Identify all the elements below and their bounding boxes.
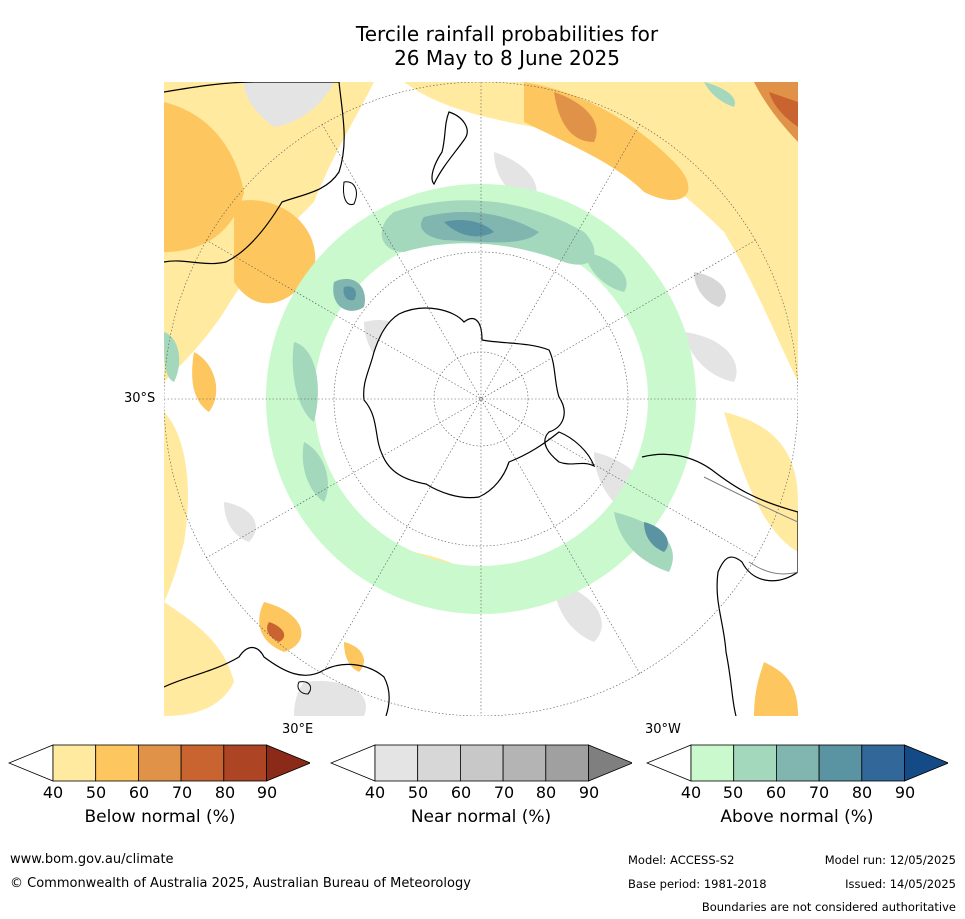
lon-label-30w: 30°W <box>645 722 681 737</box>
above-tick-60: 60 <box>765 783 787 802</box>
above-extend-min <box>646 744 692 782</box>
africa-coastline <box>164 82 345 265</box>
model-run: Model run: 12/05/2025 <box>824 853 956 867</box>
lon-label-30e: 30°E <box>282 722 314 737</box>
south-america-coastline <box>641 453 798 716</box>
above-extend-max <box>904 744 948 782</box>
below-tick-80: 80 <box>214 783 236 802</box>
base-period: Base period: 1981-2018 <box>628 877 767 891</box>
below-tick-60: 60 <box>128 783 150 802</box>
near-swatch-1 <box>417 744 461 782</box>
near-swatch-3 <box>502 744 547 782</box>
near-extend-min <box>330 744 376 782</box>
above-normal-title: Above normal (%) <box>720 807 874 827</box>
graticule <box>164 82 798 716</box>
above-swatch-4 <box>861 744 905 782</box>
below-tick-50: 50 <box>85 783 107 802</box>
below-normal-title: Below normal (%) <box>84 807 236 827</box>
below-tick-40: 40 <box>42 783 64 802</box>
issued-date: Issued: 14/05/2025 <box>845 877 956 891</box>
below-swatch-3 <box>180 744 225 782</box>
near-tick-80: 80 <box>535 783 557 802</box>
near-swatch-2 <box>459 744 504 782</box>
below-swatch-2 <box>137 744 182 782</box>
above-swatch-0 <box>690 744 735 782</box>
below-normal-colorbar <box>8 744 310 782</box>
near-tick-90: 90 <box>578 783 600 802</box>
map-title: Tercile rainfall probabilities for 26 Ma… <box>240 22 774 70</box>
above-tick-40: 40 <box>680 783 702 802</box>
madagascar-outline <box>343 181 357 206</box>
above-tick-70: 70 <box>808 783 830 802</box>
south-america-borders <box>703 476 798 575</box>
website-link[interactable]: www.bom.gov.au/climate <box>10 852 174 867</box>
copyright-text: © Commonwealth of Australia 2025, Austra… <box>10 876 471 891</box>
above-tick-90: 90 <box>894 783 916 802</box>
below-extend-min <box>8 744 54 782</box>
above-swatch-2 <box>775 744 820 782</box>
near-extend-max <box>588 744 632 782</box>
above-swatch-1 <box>733 744 777 782</box>
near-tick-50: 50 <box>407 783 429 802</box>
below-extend-max <box>266 744 310 782</box>
title-line-1: Tercile rainfall probabilities for <box>355 22 659 46</box>
model-name: Model: ACCESS-S2 <box>628 853 735 867</box>
lat-label-30s: 30°S <box>124 391 156 406</box>
above-swatch-3 <box>818 744 863 782</box>
near-swatch-0 <box>374 744 419 782</box>
above-tick-80: 80 <box>851 783 873 802</box>
above-normal-regions <box>164 82 735 614</box>
above-tick-50: 50 <box>722 783 744 802</box>
near-tick-40: 40 <box>364 783 386 802</box>
new-zealand-outline <box>431 111 468 186</box>
below-swatch-4 <box>223 744 267 782</box>
near-tick-60: 60 <box>450 783 472 802</box>
tasmania-outline <box>297 681 312 695</box>
polar-rainfall-map <box>164 82 798 716</box>
near-normal-colorbar <box>330 744 632 782</box>
near-tick-70: 70 <box>493 783 515 802</box>
below-swatch-1 <box>95 744 139 782</box>
boundaries-note: Boundaries are not considered authoritat… <box>701 900 956 914</box>
below-tick-90: 90 <box>256 783 278 802</box>
below-swatch-0 <box>52 744 97 782</box>
near-normal-title: Near normal (%) <box>410 807 552 827</box>
australia-coastline <box>164 647 390 716</box>
title-line-2: 26 May to 8 June 2025 <box>394 46 620 70</box>
below-tick-70: 70 <box>171 783 193 802</box>
near-swatch-4 <box>545 744 589 782</box>
above-normal-colorbar <box>646 744 948 782</box>
